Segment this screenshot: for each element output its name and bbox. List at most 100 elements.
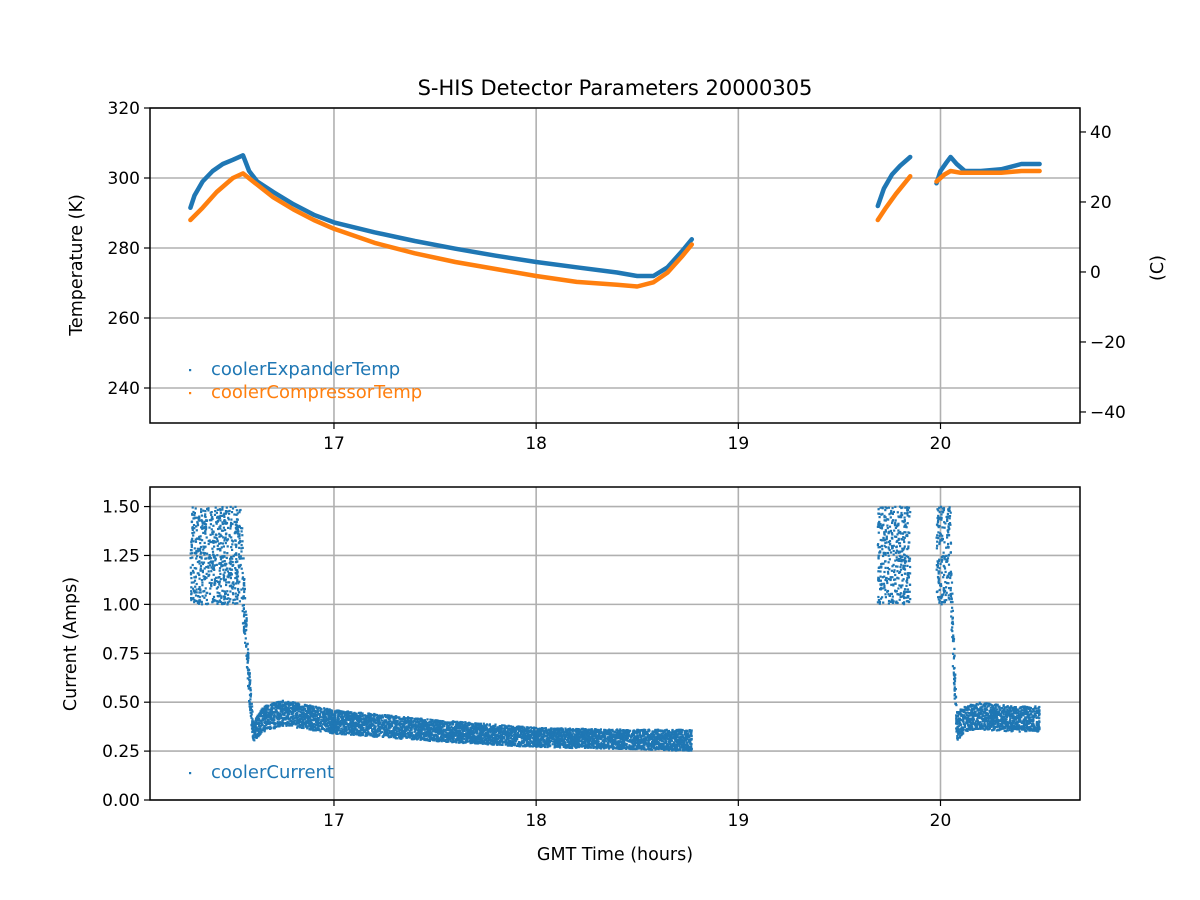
coolerCurrent-point [339,721,342,724]
coolerCurrent-point [444,722,447,725]
coolerCurrent-point [315,710,318,713]
coolerCurrent-point [344,719,348,722]
coolerCurrent-point [276,720,279,723]
coolerCurrent-point [359,711,363,715]
coolerCurrent-point [613,730,616,733]
coolerCurrent-point [212,573,215,576]
coolerCurrent-point [232,585,235,588]
coolerCurrent-point [325,725,328,728]
coolerCurrent-point [219,549,222,552]
coolerCurrent-point [268,722,271,725]
coolerCurrent-point [265,726,268,730]
coolerCurrent-point [497,740,500,744]
coolerCurrent-point [373,734,376,737]
coolerCurrent-point [196,547,199,550]
coolerCurrent-point [468,722,471,725]
coolerCurrent-point [200,579,203,582]
coolerCurrent-point [222,529,225,532]
coolerCurrent-point [390,714,393,717]
coolerCurrent-point [335,727,339,730]
x-tick-label: 17 [323,811,345,831]
x-tick-label: 20 [930,811,952,831]
coolerCurrent-point [291,707,294,711]
coolerCurrent-point [489,734,492,737]
coolerCurrent-point [243,581,246,585]
coolerCurrent-point [492,730,495,733]
coolerCurrent-point [411,738,415,741]
coolerCurrent-point [485,724,488,727]
coolerCurrent-point [307,722,310,725]
coolerCurrent-point [426,727,429,730]
coolerCurrent-point [281,710,284,713]
coolerCurrent-point [287,706,290,709]
coolerCurrent-point [306,707,309,710]
coolerCurrent-point [247,673,250,676]
coolerCurrent-point [265,723,268,727]
coolerCurrent-point [214,541,217,544]
coolerCurrent-point [249,679,252,682]
coolerCurrent-point [479,739,482,742]
coolerCurrent-point [225,506,228,509]
coolerCurrent-point [315,723,319,726]
coolerCurrent-point [556,727,559,730]
coolerCurrent-point [262,710,265,713]
coolerCurrent-point [418,731,421,734]
coolerCurrent-point [525,736,528,739]
coolerCurrent-point [464,726,467,729]
coolerCurrent-point [474,736,477,739]
coolerCurrent-point [435,726,438,730]
coolerCurrent-point [238,546,241,549]
coolerCurrent-point [248,674,251,677]
coolerCurrent-point [380,719,383,722]
coolerCurrent-point [221,601,224,604]
coolerCurrent-point [332,718,335,721]
coolerCurrent-point [454,730,457,733]
coolerCurrent-point [297,721,300,724]
coolerCurrent-point [430,726,433,730]
coolerCurrent-point [234,567,237,570]
coolerCurrent-point [270,716,273,719]
coolerCurrent-point [221,522,224,526]
coolerCurrent-point [387,723,390,726]
coolerCurrent-point [529,736,532,739]
coolerCurrent-point [446,733,449,736]
coolerCurrent-point [267,704,270,707]
coolerCurrent-point [430,722,433,725]
coolerCurrent-point [306,708,309,711]
coolerCurrent-point [436,739,439,742]
coolerCurrent-point [190,599,193,602]
coolerCurrent-point [512,733,515,736]
coolerCurrent-point [415,732,418,735]
coolerCurrent-point [388,722,391,725]
coolerCurrent-point [352,733,355,736]
coolerCurrent-point [435,729,438,732]
coolerCurrent-point [237,589,240,592]
coolerCurrent-point [463,735,466,738]
coolerCurrent-point [422,735,425,738]
coolerCurrent-point [500,728,503,732]
coolerCurrent-point [220,535,223,538]
coolerCurrent-point [504,725,507,728]
coolerCurrent-point [326,712,329,715]
coolerCurrent-point [287,714,290,717]
coolerCurrent-point [210,519,213,522]
coolerCurrent-point [208,592,212,595]
coolerCurrent-point [339,719,342,722]
axes-frame [149,107,1081,424]
coolerCurrent-point [357,730,361,733]
coolerCurrent-point [532,738,535,741]
coolerCurrent-point [304,723,307,726]
coolerCurrent-point [248,680,251,684]
coolerCurrent-point [239,541,242,544]
coolerCurrent-point [305,725,308,728]
coolerCurrent-point [207,542,210,546]
coolerCurrent-point [436,736,439,739]
coolerCurrent-point [333,715,337,718]
coolerCurrent-point [262,728,265,732]
coolerCurrent-point [212,560,215,563]
coolerCurrent-point [356,716,359,719]
coolerCurrent-point [219,524,222,527]
coolerCurrent-point [455,728,458,731]
coolerCurrent-point [474,739,478,742]
coolerCurrent-point [229,527,232,530]
